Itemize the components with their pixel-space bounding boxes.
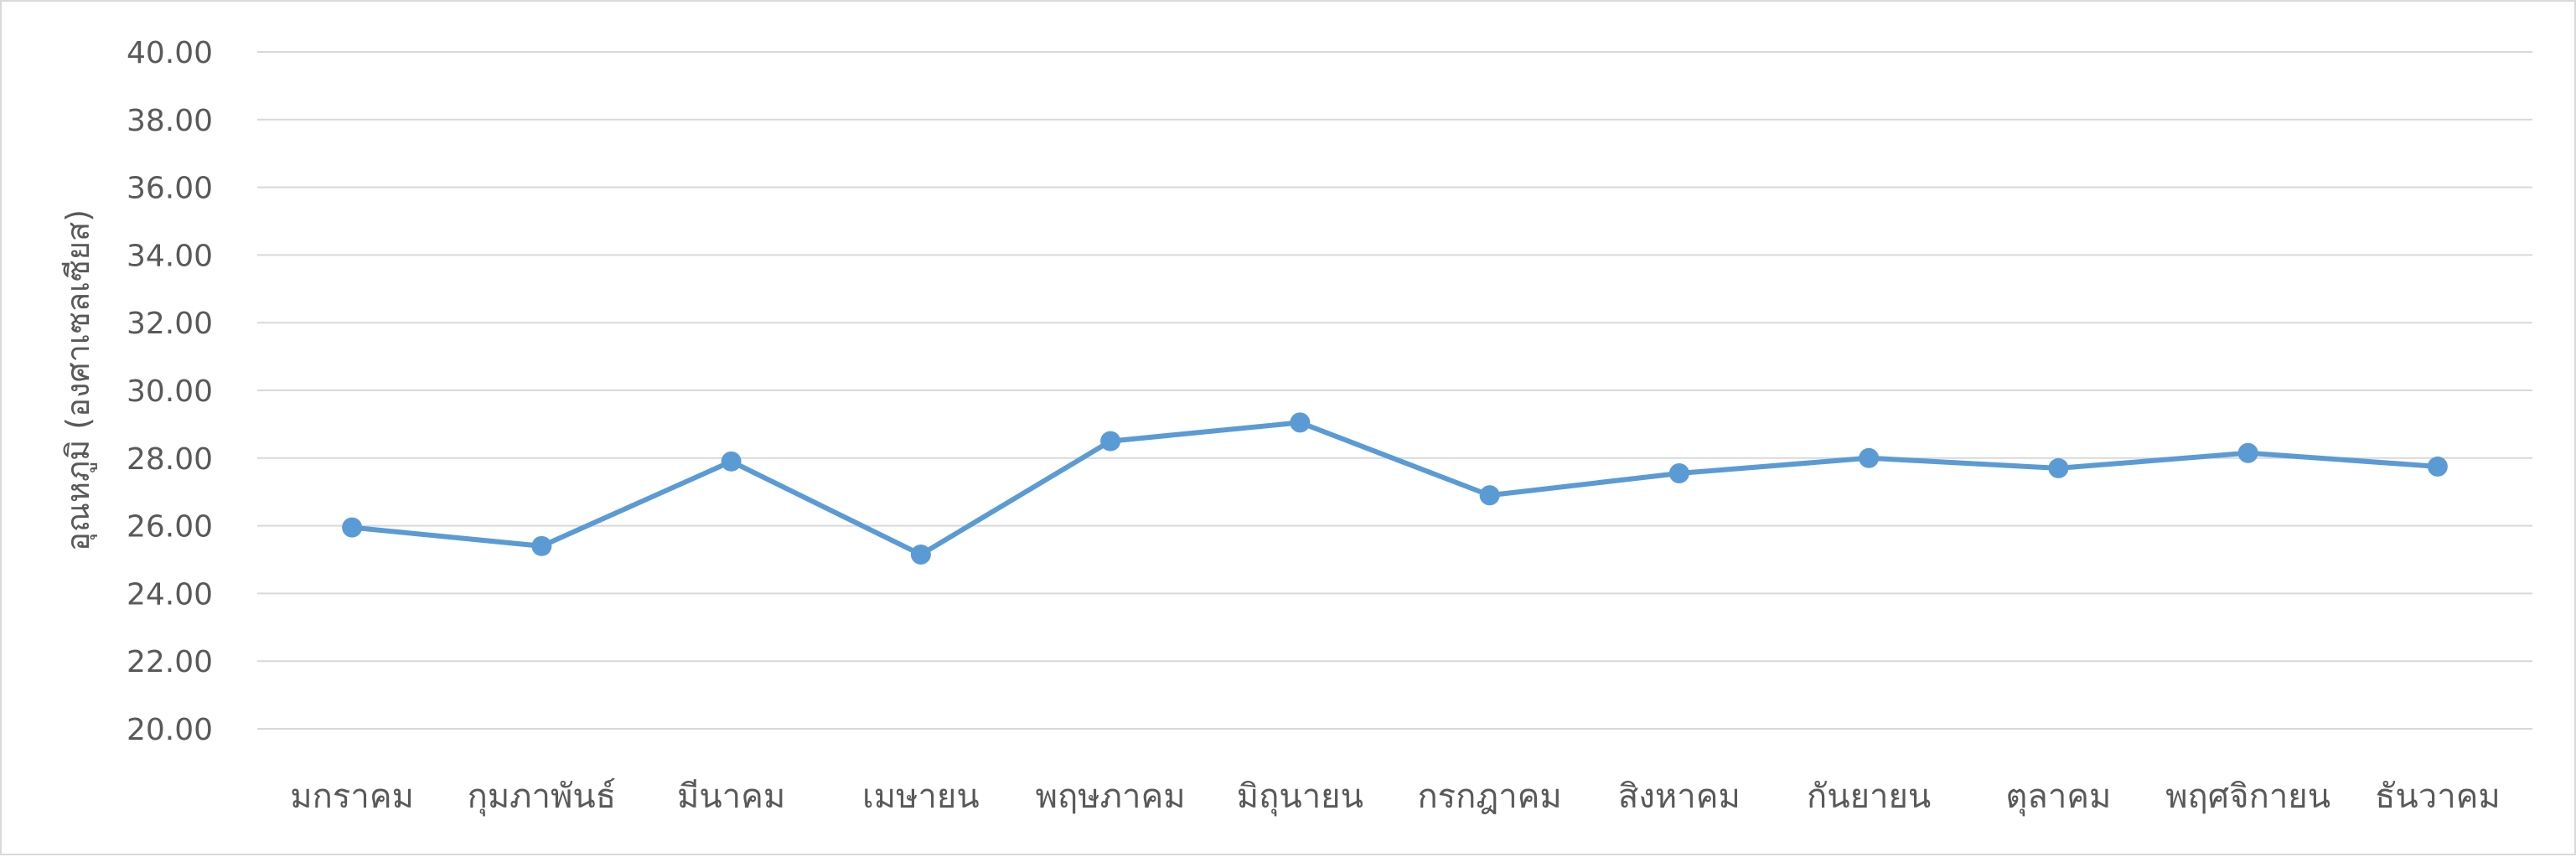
data-point bbox=[1668, 462, 1689, 483]
y-axis-title: อุณหภูมิ (องศาเซลเซียส) bbox=[59, 209, 97, 551]
x-category-label: มกราคม bbox=[290, 777, 414, 816]
data-point bbox=[721, 451, 742, 472]
y-tick-label: 38.00 bbox=[127, 104, 213, 138]
data-point bbox=[1859, 447, 1880, 468]
y-tick-label: 28.00 bbox=[127, 442, 213, 477]
data-point bbox=[2237, 442, 2258, 463]
y-tick-label: 22.00 bbox=[127, 645, 213, 679]
data-point bbox=[910, 544, 931, 565]
x-axis-categories: มกราคม กุมภาพันธ์ มีนาคม เมษายน พฤษภาคม มิถุน… bbox=[290, 777, 2500, 817]
y-tick-label: 40.00 bbox=[127, 36, 213, 70]
y-tick-label: 26.00 bbox=[127, 510, 213, 545]
gridlines bbox=[257, 51, 2532, 730]
x-category-label: ตุลาคม bbox=[2005, 777, 2111, 817]
y-tick-label: 32.00 bbox=[127, 307, 213, 341]
x-category-label: กรกฎาคม bbox=[1417, 777, 1561, 816]
x-category-label: กุมภาพันธ์ bbox=[468, 777, 617, 817]
data-point bbox=[2048, 457, 2069, 478]
x-category-label: ธันวาคม bbox=[2375, 777, 2501, 816]
y-tick-label: 34.00 bbox=[127, 239, 213, 273]
y-tick-label: 20.00 bbox=[127, 713, 213, 747]
data-point bbox=[1100, 431, 1121, 452]
series-layer bbox=[342, 412, 2448, 565]
y-tick-label: 30.00 bbox=[127, 374, 213, 409]
y-tick-label: 36.00 bbox=[127, 172, 213, 206]
x-category-label: พฤศจิกายน bbox=[2165, 777, 2330, 816]
x-category-label: พฤษภาคม bbox=[1036, 777, 1186, 816]
data-point bbox=[342, 517, 363, 538]
data-point bbox=[531, 535, 552, 556]
data-point bbox=[1290, 412, 1311, 433]
x-category-label: มีนาคม bbox=[677, 777, 785, 816]
x-category-label: สิงหาคม bbox=[1618, 777, 1741, 816]
data-point bbox=[1479, 485, 1500, 506]
series-line bbox=[349, 420, 2440, 557]
y-tick-label: 24.00 bbox=[127, 577, 213, 612]
y-axis-ticks: 20.00 22.00 24.00 26.00 28.00 30.00 32.00 34.00… bbox=[127, 36, 213, 747]
x-category-label: มิถุนายน bbox=[1237, 777, 1363, 817]
data-point bbox=[2427, 456, 2448, 477]
x-category-label: กันยายน bbox=[1807, 777, 1931, 816]
x-category-label: เมษายน bbox=[862, 777, 980, 816]
